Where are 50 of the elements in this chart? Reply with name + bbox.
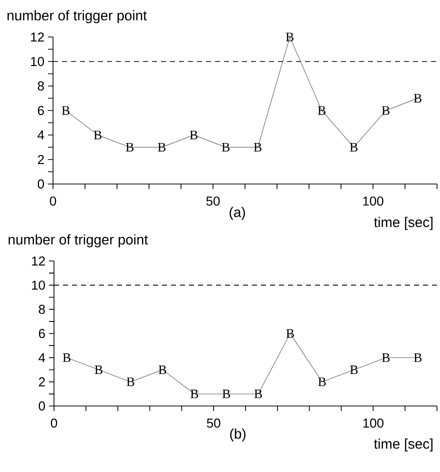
y-tick-label: 8 bbox=[38, 81, 44, 91]
text: B bbox=[158, 142, 166, 152]
text: B bbox=[286, 32, 294, 42]
text: B bbox=[222, 390, 230, 398]
text: B bbox=[158, 365, 166, 374]
text: (a) bbox=[230, 206, 245, 220]
y-tick-label: 10 bbox=[32, 280, 45, 290]
text: B bbox=[382, 106, 390, 115]
text: B bbox=[318, 378, 326, 386]
y-axis-title: number of trigger point bbox=[8, 10, 147, 24]
x-tick-label: 50 bbox=[206, 418, 220, 428]
y-tick-label: 2 bbox=[38, 377, 45, 386]
text: B bbox=[94, 130, 102, 140]
text: B bbox=[414, 94, 422, 102]
y-tick-label: 4 bbox=[38, 130, 44, 140]
y-tick-label: 4 bbox=[38, 353, 46, 362]
y-tick-label: 6 bbox=[38, 106, 44, 116]
y-tick-label: 8 bbox=[38, 304, 45, 314]
y-tick-label: 2 bbox=[38, 154, 44, 164]
text: B bbox=[350, 142, 358, 152]
text: B bbox=[222, 142, 230, 152]
x-axis-title: time [sec] bbox=[374, 438, 432, 452]
text: B bbox=[254, 390, 262, 398]
x-tick-label: 100 bbox=[363, 196, 384, 206]
series-label: B bbox=[190, 390, 198, 398]
y-tick-label: 6 bbox=[38, 328, 45, 338]
text: (b) bbox=[230, 428, 246, 442]
y-tick-label: 0 bbox=[38, 401, 45, 411]
y-axis-title: number of trigger point bbox=[8, 234, 148, 248]
text: B bbox=[414, 353, 422, 362]
y-tick-label: 0 bbox=[38, 179, 44, 189]
text: B bbox=[382, 353, 390, 362]
text: B bbox=[62, 106, 70, 115]
text: B bbox=[62, 353, 70, 362]
x-axis-title: time [sec] bbox=[374, 216, 432, 230]
text: B bbox=[254, 142, 262, 152]
series-label: B bbox=[126, 142, 134, 152]
text: B bbox=[286, 329, 294, 338]
x-tick-label: 100 bbox=[363, 418, 384, 428]
text: B bbox=[94, 365, 102, 374]
text: B bbox=[126, 378, 134, 386]
text: B bbox=[190, 130, 198, 140]
y-tick-label: 12 bbox=[31, 32, 44, 42]
text: B bbox=[318, 106, 326, 115]
x-tick-label: 50 bbox=[206, 196, 220, 206]
y-tick-label: 10 bbox=[31, 56, 44, 66]
x-tick-label: 0 bbox=[50, 196, 56, 206]
x-tick-label: 0 bbox=[50, 418, 58, 428]
text: B bbox=[350, 365, 358, 374]
y-tick-label: 12 bbox=[32, 256, 45, 266]
